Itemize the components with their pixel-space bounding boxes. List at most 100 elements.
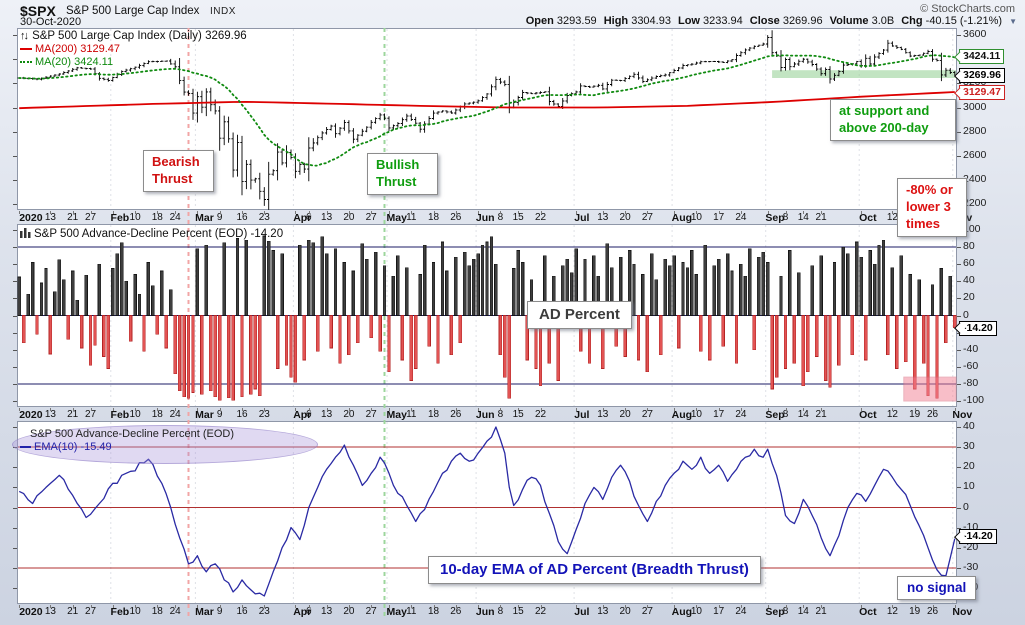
y-axis-tick-left — [13, 247, 17, 249]
x-axis-tick — [647, 605, 649, 608]
x-axis-tick — [308, 605, 310, 608]
x-axis-label: Aug — [671, 409, 693, 421]
x-axis-tick — [625, 408, 627, 411]
x-axis-label: 2020 — [19, 212, 43, 224]
x-axis-label: 13 — [597, 409, 609, 420]
y-axis-label: 20 — [963, 291, 975, 304]
x-axis-tick — [72, 408, 74, 411]
x-axis-label: 20 — [619, 606, 631, 617]
y-axis-label: 3000 — [963, 100, 987, 113]
x-axis-label: 17 — [713, 409, 725, 420]
x-axis-tick — [264, 408, 266, 411]
y-axis-tick — [957, 281, 961, 283]
x-axis-tick — [135, 605, 137, 608]
x-axis-tick — [433, 408, 435, 411]
x-axis-tick — [175, 408, 177, 411]
x-axis-label: 22 — [534, 212, 547, 223]
x-axis-tick — [219, 211, 221, 214]
x-axis-label: 27 — [641, 409, 653, 420]
x-axis-tick — [242, 408, 243, 411]
x-axis-label: 15 — [512, 606, 524, 617]
x-axis-tick — [932, 408, 934, 411]
y-axis-label: 2400 — [963, 172, 987, 185]
x-axis-tick — [478, 211, 480, 214]
x-axis-tick — [197, 408, 199, 411]
x-axis-label: 20 — [343, 212, 355, 223]
x-axis-tick — [718, 408, 720, 411]
y-axis-label: 2800 — [963, 124, 987, 137]
x-axis-label: 19 — [909, 606, 921, 617]
x-axis-label: Aug — [671, 212, 693, 224]
x-axis-label: 21 — [815, 409, 827, 420]
x-axis-label: 21 — [815, 212, 827, 223]
x-axis-tick — [348, 211, 350, 214]
chart-date: 30-Oct-2020 — [20, 16, 82, 28]
x-axis-tick — [785, 605, 787, 608]
chg-dropdown-arrow-icon[interactable]: ▼ — [1009, 17, 1017, 26]
x-axis-label: 21 — [67, 409, 79, 420]
x-axis-label: 6 — [306, 212, 312, 223]
x-axis-tick — [411, 211, 413, 214]
ema-legend: S&P 500 Advance-Decline Percent (EOD) — [30, 428, 234, 441]
x-axis-tick — [740, 408, 742, 411]
x-axis-tick — [112, 408, 114, 411]
x-axis-tick — [861, 605, 863, 608]
x-axis-tick — [90, 211, 92, 214]
x-axis-label: 10 — [129, 606, 141, 617]
x-axis-label: 24 — [169, 212, 181, 223]
x-axis-label: 23 — [258, 409, 270, 420]
x-axis-label: 17 — [713, 212, 725, 223]
x-axis-label: 13 — [321, 212, 333, 223]
ad-legend-title: S&P 500 Advance-Decline Percent (EOD) -1… — [20, 227, 283, 241]
breadth-thrust-label: 10-day EMA of AD Percent (Breadth Thrust… — [428, 556, 761, 584]
y-axis-label: 0 — [963, 308, 969, 321]
y-axis-tick-left — [13, 547, 17, 549]
x-axis-tick — [740, 211, 742, 214]
x-axis-label: 16 — [236, 409, 248, 420]
x-axis-tick — [674, 605, 676, 608]
y-axis-tick — [957, 487, 961, 489]
x-axis-tick — [602, 605, 604, 608]
x-axis-tick — [647, 408, 649, 411]
y-axis-callout: 3129.47 — [959, 84, 1005, 100]
x-axis-label: 13 — [321, 409, 333, 420]
x-axis-tick — [455, 408, 457, 411]
x-axis-tick — [674, 211, 676, 214]
y-axis-tick — [957, 264, 961, 266]
y-axis-label: 3600 — [963, 28, 987, 41]
y-axis-tick — [957, 401, 961, 402]
x-axis-tick — [135, 211, 137, 214]
x-axis-label: 13 — [321, 606, 333, 617]
y-axis-tick-left — [13, 131, 17, 133]
x-axis-tick — [696, 211, 698, 214]
y-axis-tick-left — [13, 487, 17, 489]
x-axis-label: 20 — [343, 606, 355, 617]
x-axis-label: Aug — [671, 606, 693, 618]
x-axis-tick — [50, 408, 52, 411]
symbol-name: S&P 500 Large Cap Index — [66, 5, 200, 17]
x-axis-label: Oct — [859, 409, 877, 421]
x-axis-label: 2020 — [19, 606, 43, 618]
x-axis-label: 10 — [129, 409, 141, 420]
x-axis-label: 20 — [343, 409, 355, 420]
y-axis-label: -80 — [963, 376, 979, 389]
quote-high: High 3304.93 — [603, 15, 671, 27]
price-legend-title: ↑↓ S&P 500 Large Cap Index (Daily) 3269.… — [20, 30, 247, 42]
x-axis-label: Apr — [293, 212, 312, 224]
x-axis-label: 20 — [619, 212, 631, 223]
x-axis-label: Jun — [475, 606, 495, 618]
y-axis-tick — [957, 547, 961, 549]
x-axis-tick — [197, 605, 199, 608]
x-axis-tick — [348, 605, 350, 608]
quote-close: Close 3269.96 — [749, 15, 823, 27]
y-axis-label: 80 — [963, 240, 975, 253]
x-axis-tick — [50, 605, 52, 608]
x-axis-label: 18 — [427, 212, 440, 223]
x-axis-label: 15 — [512, 409, 524, 420]
x-axis-label: 19 — [909, 409, 921, 420]
no-signal-label: no signal — [897, 576, 977, 600]
x-axis-label: 13 — [44, 606, 56, 617]
y-axis-tick-left — [13, 427, 17, 428]
x-axis-label: Sep — [765, 409, 785, 421]
